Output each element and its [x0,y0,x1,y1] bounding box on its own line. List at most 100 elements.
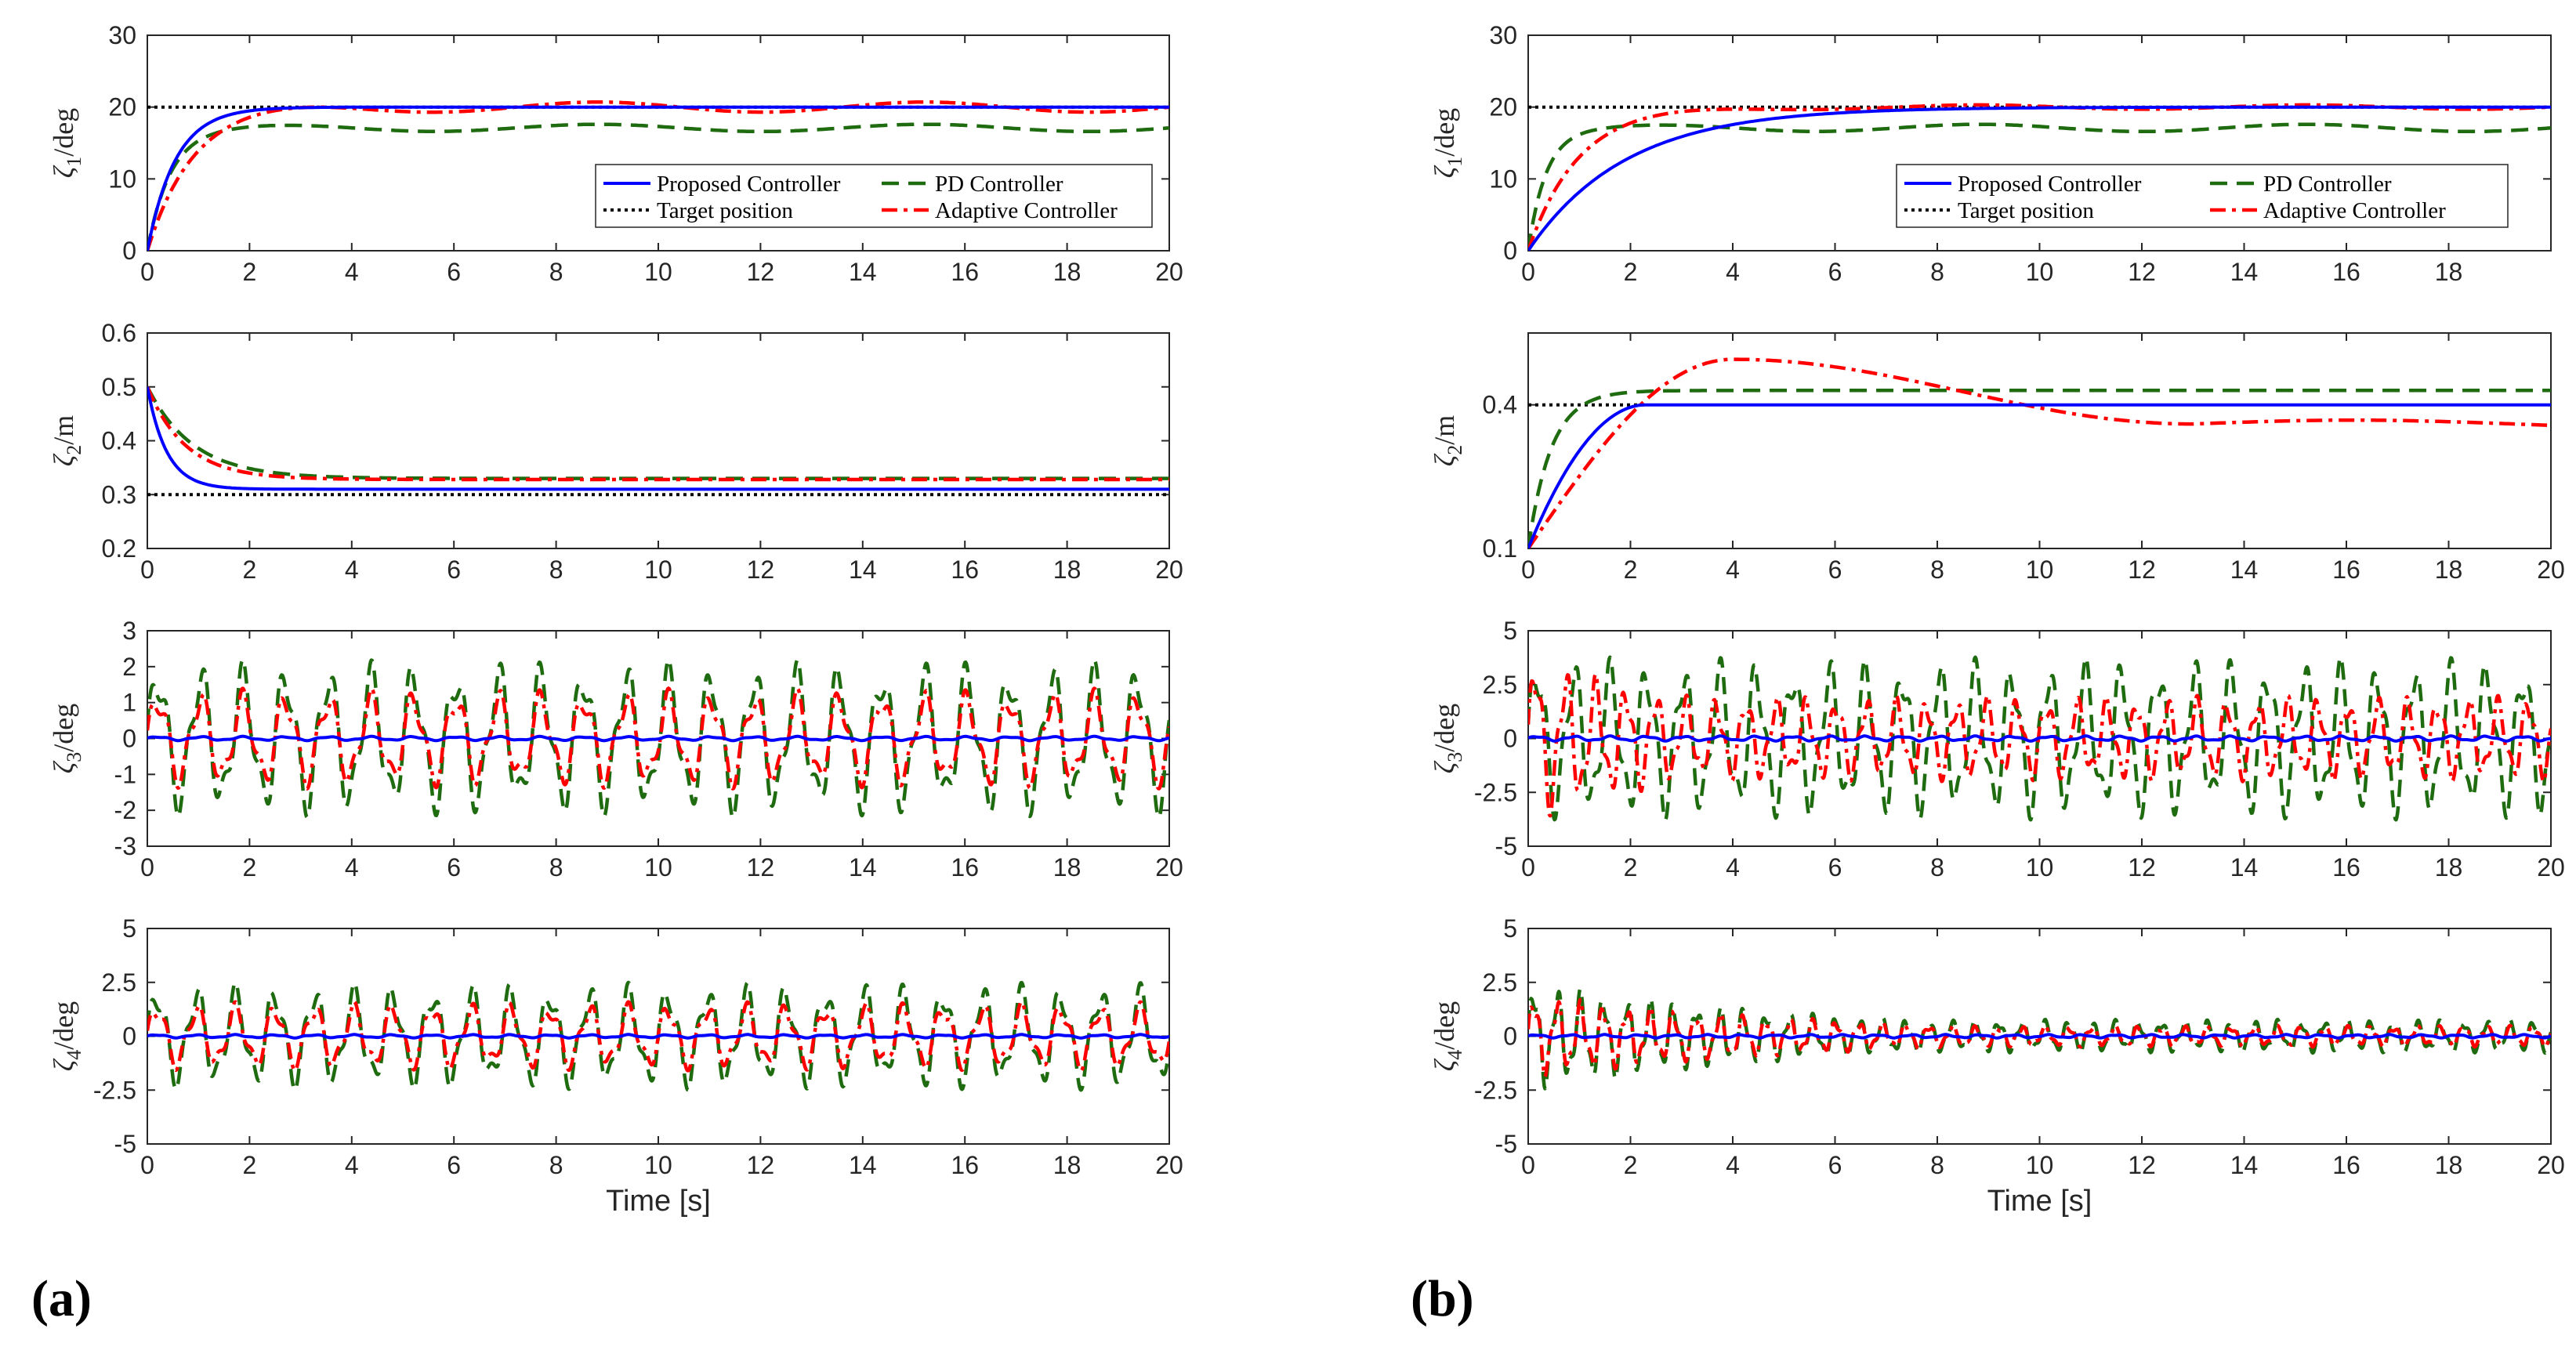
x-tick-label: 0 [1521,258,1535,286]
plot-area [147,332,1170,549]
x-tick-label: 10 [2026,258,2054,286]
x-tick-label: 12 [2128,556,2156,584]
legend-label-pd: PD Controller [935,172,1063,197]
y-label-subscript: 1 [63,157,85,167]
x-tick-label: 20 [2537,556,2565,584]
legend-label-target: Target position [657,198,793,223]
series-adaptive-line [147,686,1169,791]
y-tick-label: 2.5 [102,968,136,997]
x-tick-label: 10 [644,556,672,584]
legend-box [1896,164,2509,228]
y-label-symbol: ζ [48,165,79,178]
x-tick-label: 4 [345,853,359,881]
chart-a-1: 0 2 4 6 8 10 12 14 16 18 20 0 10 20 30 ζ1/deg Proposed C… [48,21,1183,286]
panel-label-b: (b) [1411,1269,1474,1329]
legend: Proposed Controller PD Controller Target p… [1896,164,2509,228]
legend-label-proposed: Proposed Controller [1958,172,2142,197]
y-tick-label: 30 [1489,21,1517,49]
x-tick-label: 16 [2332,258,2360,286]
series-proposed-line [1528,734,2551,743]
x-tick-label: 10 [2026,853,2054,881]
panel-label-a: (a) [31,1269,92,1329]
series-proposed-line [147,105,1169,251]
x-tick-label: 18 [1053,258,1081,286]
x-tick-label: 16 [2332,1151,2360,1179]
series-proposed-line [147,734,1169,743]
y-label-symbol: ζ [48,760,79,773]
x-tick-label: 6 [1828,1151,1842,1179]
y-tick-label: 2 [122,653,136,681]
x-tick-label: 2 [1624,556,1638,584]
x-tick-label: 20 [1155,556,1183,584]
y-tick-label: 2.5 [1483,968,1517,997]
y-label-unit: /deg [1429,1001,1460,1050]
y-tick-label: -2 [114,796,136,824]
y-tick-label: 20 [108,93,136,121]
x-tick-label: 18 [2435,258,2463,286]
y-axis-label: ζ4/deg [48,1001,85,1072]
x-tick-label: 18 [1053,556,1081,584]
y-tick-label: 0 [122,725,136,753]
y-tick-label: 0 [1503,237,1517,265]
series-pd-line [1528,122,2551,251]
y-tick-label: 0.6 [102,319,136,347]
chart-b-2: 0 2 4 6 8 10 12 14 16 18 200.10.4ζ2/m [1429,332,2565,584]
y-label-subscript: 3 [1444,752,1466,762]
y-label-symbol: ζ [1429,760,1460,773]
y-label-unit: /m [48,415,79,445]
y-label-unit: /deg [1429,704,1460,752]
x-tick-label: 18 [1053,1151,1081,1179]
plot-area [1527,332,2552,549]
y-label-subscript: 1 [1444,157,1466,167]
x-tick-label: 6 [1828,258,1842,286]
y-tick-label: 0 [1503,1023,1517,1051]
y-tick-label: 0 [122,237,136,265]
x-tick-label: 2 [1624,258,1638,286]
x-tick-label: 4 [345,1151,359,1179]
series-adaptive-line [1528,357,2551,548]
x-tick-label: 16 [951,853,979,881]
x-tick-label: 0 [140,258,154,286]
x-tick-label: 6 [447,853,461,881]
y-tick-label: 5 [1503,617,1517,645]
series-adaptive-line [147,100,1169,251]
y-tick-label: 10 [108,165,136,193]
series-pd-line [1528,389,2551,548]
x-tick-label: 4 [1726,853,1740,881]
y-tick-label: 0 [1503,725,1517,753]
y-tick-label: 30 [108,21,136,49]
y-tick-label: -5 [1495,1130,1517,1158]
y-tick-label: -2.5 [1474,778,1517,806]
legend: Proposed Controller PD Controller Target p… [595,164,1153,228]
x-tick-label: 6 [447,1151,461,1179]
x-tick-label: 2 [243,556,257,584]
y-label-symbol: ζ [1429,165,1460,178]
x-tick-label: 14 [849,1151,877,1179]
x-tick-label: 10 [2026,1151,2054,1179]
x-tick-label: 8 [1930,853,1944,881]
x-tick-label: 0 [1521,1151,1535,1179]
y-label-unit: /m [1429,415,1460,445]
x-tick-label: 6 [1828,556,1842,584]
y-label-subscript: 2 [1444,445,1466,455]
y-tick-label: 0.2 [102,534,136,563]
y-axis-label: ζ2/m [48,415,85,467]
series-pd-line [147,122,1169,251]
y-tick-label: 0.4 [102,427,136,455]
legend-label-adaptive: Adaptive Controller [2263,198,2446,223]
y-label-symbol: ζ [1429,453,1460,466]
x-tick-label: 8 [549,1151,563,1179]
y-label-subscript: 3 [63,752,85,762]
x-tick-label: 18 [2435,556,2463,584]
x-tick-label: 14 [2230,258,2259,286]
panel-label-b-text: (b) [1411,1270,1474,1327]
y-axis-label: ζ2/m [1429,415,1466,467]
legend-label-target: Target position [1958,198,2094,223]
series-adaptive-line [1528,672,2551,818]
y-axis-label: ζ1/deg [1429,108,1466,179]
y-label-symbol: ζ [1429,1058,1460,1071]
x-axis-label: Time [s] [1987,1185,2092,1218]
x-tick-label: 14 [2230,1151,2259,1179]
x-tick-label: 18 [1053,853,1081,881]
